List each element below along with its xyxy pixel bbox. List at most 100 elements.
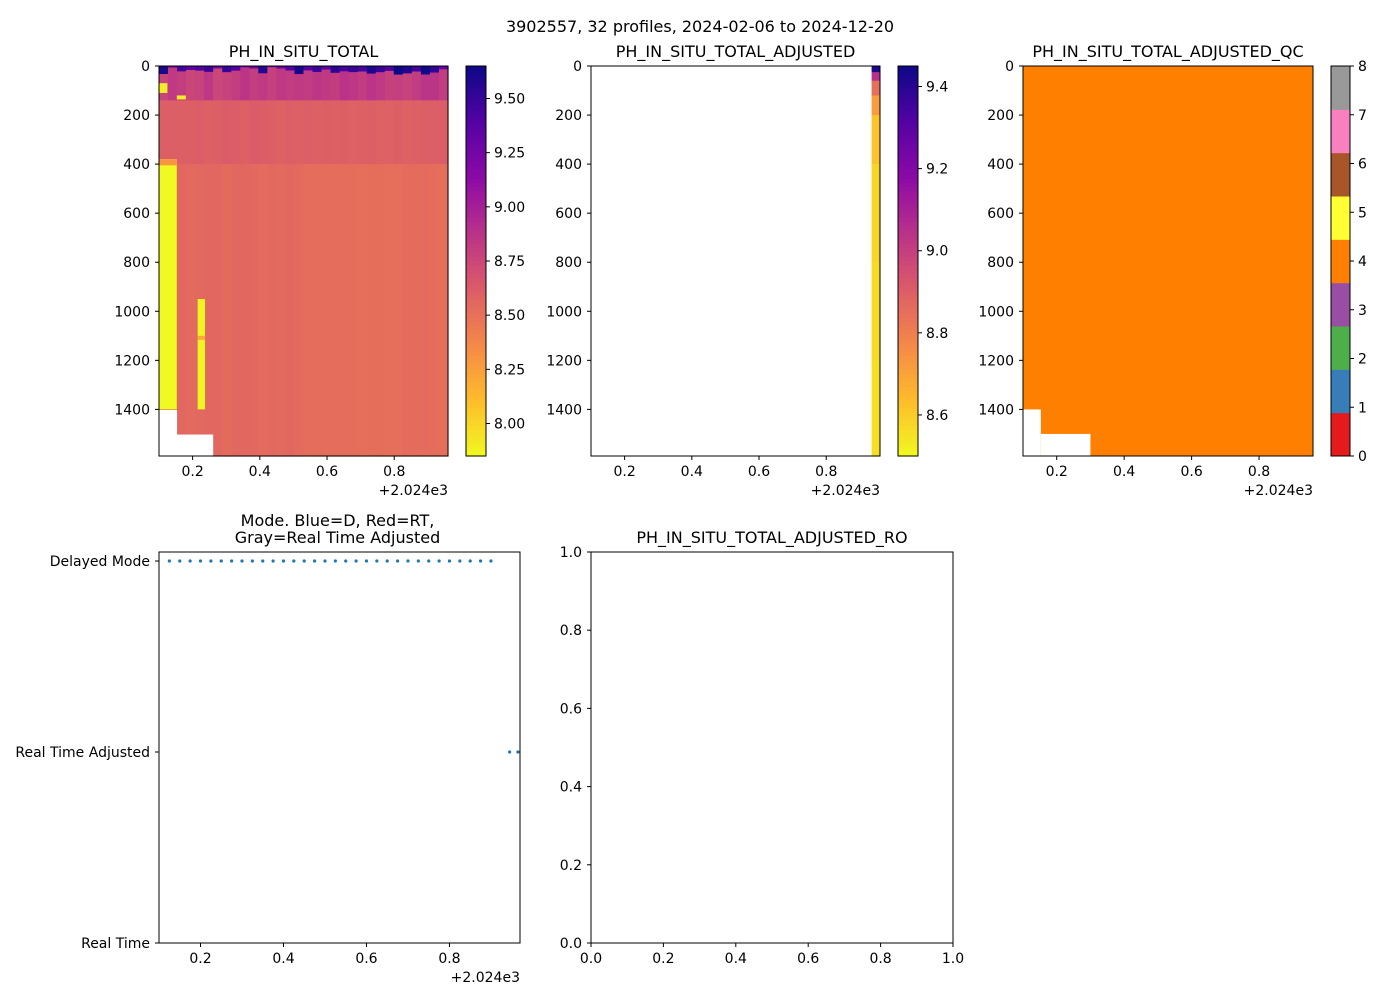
mode-ytick-label: Real Time Adjusted	[15, 745, 150, 761]
raw-cell	[213, 100, 223, 165]
adjusted-ytick-label: 200	[555, 108, 582, 124]
raw-cell	[357, 164, 368, 457]
qc-cell	[1040, 66, 1313, 456]
raw-cell	[249, 100, 259, 165]
raw-colorbar-step	[466, 451, 486, 457]
raw-frame	[158, 65, 449, 457]
raw-cell	[267, 100, 278, 165]
raw-cell	[294, 100, 305, 165]
raw-cell	[366, 164, 377, 457]
raw-colorbar-step	[466, 230, 486, 236]
adjusted-colorbar-step	[898, 239, 918, 245]
figure-suptitle: 3902557, 32 profiles, 2024-02-06 to 2024…	[506, 17, 894, 36]
adjusted-colorbar-step	[898, 243, 918, 249]
raw-colorbar-step	[466, 274, 486, 279]
raw-cell	[375, 100, 386, 165]
adjusted-xtick-label: 0.4	[681, 464, 703, 480]
raw-colorbar-step	[466, 308, 486, 314]
raw-colorbar-step	[466, 386, 486, 392]
adjusted-colorbar-step	[898, 109, 918, 115]
adjusted-colorbar-step	[898, 187, 918, 193]
mode-point-delayed	[230, 559, 234, 563]
adjusted-colorbar-step	[898, 378, 918, 383]
mode-point-delayed	[489, 559, 493, 563]
adjusted-colorbar-step	[898, 317, 918, 323]
raw-colorbar-step	[466, 269, 486, 275]
qc-colorbar-label: 5	[1358, 205, 1367, 221]
raw-cell	[222, 66, 232, 73]
adjusted-colorbar-step	[898, 365, 918, 370]
raw-xtick-label: 0.8	[383, 464, 405, 480]
mode-point-delayed	[219, 559, 223, 563]
adjusted-colorbar-step	[898, 70, 918, 76]
raw-cell	[402, 164, 413, 457]
raw-colorbar-step	[466, 265, 486, 271]
raw-cell	[177, 100, 187, 165]
qc-ytick-label: 800	[987, 255, 1014, 271]
raw-colorbar-step	[466, 161, 486, 167]
raw-colorbar-step	[466, 226, 486, 232]
raw-ytick-label: 0	[141, 59, 150, 75]
mode-point-delayed	[333, 559, 337, 563]
mode-point-delayed	[364, 559, 369, 563]
raw-cell	[330, 66, 341, 74]
qc-ytick-label: 600	[987, 206, 1014, 222]
adjusted-cell	[871, 115, 880, 165]
raw-cell	[429, 66, 440, 74]
raw-colorbar-step	[466, 343, 486, 349]
raw-colorbar-step	[466, 170, 486, 175]
mode-point-delayed	[271, 559, 275, 563]
adjusted-colorbar-label: 9.4	[926, 80, 948, 96]
ro-ytick-label: 0.2	[560, 858, 582, 874]
raw-colorbar-step	[466, 408, 486, 414]
raw-colorbar-step	[466, 204, 486, 210]
adjusted-colorbar-step	[898, 256, 918, 262]
raw-cell	[204, 100, 214, 165]
raw-cell	[267, 67, 278, 101]
adjusted-colorbar-step	[898, 79, 918, 84]
qc-frame	[1022, 65, 1314, 457]
raw-cell	[231, 164, 241, 457]
raw-low-anomaly	[197, 299, 206, 410]
adjusted-colorbar-label: 9.2	[926, 162, 948, 178]
adjusted-colorbar-step	[898, 386, 918, 392]
raw-colorbar-step	[466, 235, 486, 240]
adjusted-colorbar-step	[898, 235, 918, 240]
raw-colorbar-step	[466, 222, 486, 227]
raw-cell	[168, 67, 178, 101]
mode-ytick-label: Delayed Mode	[50, 554, 150, 570]
ro-xtick-label: 1.0	[942, 951, 964, 967]
raw-colorbar-step	[466, 174, 486, 180]
adjusted-cell	[871, 72, 880, 82]
adjusted-colorbar-step	[898, 443, 918, 448]
adjusted-colorbar-label: 8.6	[926, 408, 948, 424]
adjusted-x-offset: +2.024e3	[811, 483, 880, 499]
adjusted-cell	[871, 95, 880, 116]
adjusted-colorbar-step	[898, 83, 918, 89]
raw-colorbar-step	[466, 252, 486, 258]
raw-colorbar-label: 8.00	[494, 417, 525, 433]
raw-cell	[249, 164, 259, 457]
raw-colorbar-step	[466, 295, 486, 301]
raw-colorbar-step	[466, 113, 486, 119]
adjusted-colorbar-step	[898, 204, 918, 210]
raw-colorbar-step	[466, 165, 486, 171]
raw-colorbar-step	[466, 92, 486, 97]
raw-cell	[411, 66, 422, 73]
adjusted-colorbar-step	[898, 170, 918, 175]
raw-ytick-label: 200	[123, 108, 150, 124]
adjusted-colorbar-step	[898, 131, 918, 136]
mode-points	[167, 559, 520, 754]
raw-colorbar-step	[466, 391, 486, 396]
adjusted-colorbar-step	[898, 174, 918, 180]
raw-cell	[258, 73, 268, 101]
qc-colorbar-label: 1	[1358, 400, 1367, 416]
mode-point-delayed	[292, 559, 296, 563]
raw-cell	[321, 100, 332, 165]
raw-colorbar-step	[466, 421, 486, 427]
raw-colorbar-step	[466, 438, 486, 444]
raw-cell	[375, 72, 386, 101]
adjusted-colorbar-step	[898, 209, 918, 214]
raw-cell	[231, 70, 241, 101]
adjusted-colorbar-step	[898, 330, 918, 336]
